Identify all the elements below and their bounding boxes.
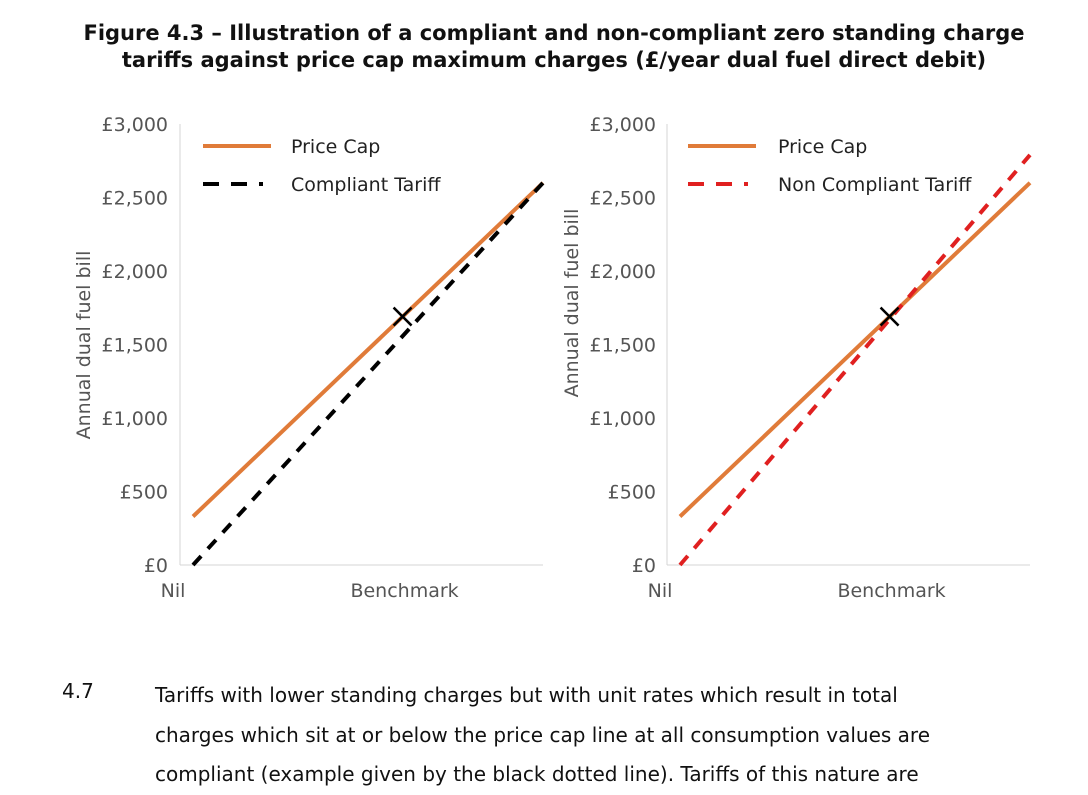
paragraph-number: 4.7 (62, 679, 94, 703)
plot-series (678, 181, 1032, 518)
x-tick-label: Benchmark (837, 580, 945, 602)
benchmark-marker (879, 306, 900, 327)
legend-label: Compliant Tariff (291, 174, 441, 196)
charts-area: £0 £500 £1,000 £1,500 £2,000 £2,500 £3,000 Nil B… (73, 114, 1032, 602)
chart-non-compliant: £0 £500 £1,000 £1,500 £2,000 £2,500 £3,000 Nil B… (561, 114, 1032, 602)
series-line-0 (191, 181, 545, 518)
chart-compliant: £0 £500 £1,000 £1,500 £2,000 £2,500 £3,000 Nil B… (73, 114, 545, 602)
y-tick-label: £1,000 (590, 408, 656, 430)
y-tick-label: £2,500 (102, 188, 168, 210)
paragraph-line-3: compliant (example given by the black do… (155, 762, 919, 786)
paragraph-line-1: Tariffs with lower standing charges but … (155, 683, 898, 707)
y-axis-label: Annual dual fuel bill (561, 209, 583, 398)
y-axis-label: Annual dual fuel bill (73, 251, 95, 440)
figure-title-line-1: Figure 4.3 – Illustration of a compliant… (83, 21, 1025, 45)
y-tick-label: £500 (120, 482, 168, 504)
y-tick-label: £1,500 (590, 335, 656, 357)
y-tick-label: £1,000 (102, 408, 168, 430)
figure-title: Figure 4.3 – Illustration of a compliant… (0, 20, 1088, 74)
legend-label: Price Cap (778, 136, 867, 158)
y-tick-label: £3,000 (102, 114, 168, 136)
paragraph-text: Tariffs with lower standing charges but … (155, 676, 1035, 795)
paragraph-line-2: charges which sit at or below the price … (155, 722, 930, 747)
benchmark-marker (392, 306, 413, 327)
figure-title-line-2: tariffs against price cap maximum charge… (121, 48, 987, 72)
y-tick-label: £0 (144, 555, 168, 577)
series-line-1 (191, 181, 545, 567)
series-line-0 (678, 181, 1032, 518)
legend-label: Non Compliant Tariff (778, 174, 972, 196)
x-tick-label: Nil (161, 580, 186, 602)
series-line-1 (678, 153, 1032, 567)
y-tick-label: £2,500 (590, 188, 656, 210)
x-tick-label: Nil (648, 580, 673, 602)
legend-label: Price Cap (291, 136, 380, 158)
y-tick-label: £1,500 (102, 335, 168, 357)
x-tick-label: Benchmark (350, 580, 458, 602)
y-tick-label: £2,000 (102, 261, 168, 283)
plot-series (191, 181, 545, 518)
y-tick-label: £500 (608, 482, 656, 504)
y-tick-label: £2,000 (590, 261, 656, 283)
y-tick-label: £3,000 (590, 114, 656, 136)
y-tick-label: £0 (632, 555, 656, 577)
